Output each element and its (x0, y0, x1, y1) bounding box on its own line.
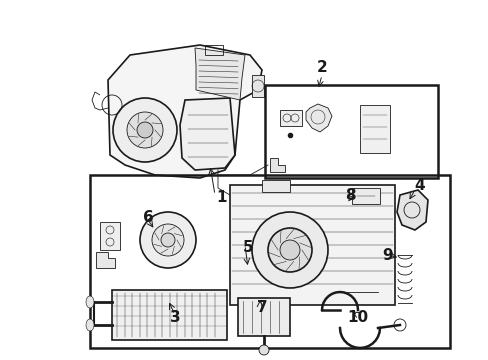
Text: 10: 10 (347, 310, 368, 325)
Polygon shape (305, 104, 331, 132)
Ellipse shape (86, 296, 94, 308)
Circle shape (251, 212, 327, 288)
Bar (251, 75, 264, 97)
Circle shape (267, 228, 311, 272)
Circle shape (113, 98, 177, 162)
Polygon shape (396, 190, 427, 230)
Text: 1: 1 (216, 190, 227, 206)
Bar (351, 188, 379, 204)
Text: 3: 3 (169, 310, 180, 325)
Bar (204, 45, 223, 55)
Polygon shape (180, 98, 235, 170)
Circle shape (152, 224, 183, 256)
Text: 4: 4 (414, 177, 425, 193)
Bar (90, 175, 449, 348)
Circle shape (137, 122, 153, 138)
Polygon shape (195, 48, 244, 100)
Ellipse shape (86, 319, 94, 331)
Bar (359, 105, 389, 153)
Bar (112, 290, 226, 340)
Text: 6: 6 (142, 211, 153, 225)
Text: 2: 2 (316, 60, 326, 76)
Bar (262, 180, 289, 192)
Polygon shape (269, 158, 285, 172)
Bar (229, 185, 394, 305)
Bar (280, 110, 302, 126)
Text: 7: 7 (256, 301, 267, 315)
Bar (100, 222, 120, 250)
Circle shape (127, 112, 163, 148)
Circle shape (280, 240, 299, 260)
Text: 8: 8 (344, 188, 355, 202)
Bar (264, 85, 437, 178)
Circle shape (161, 233, 175, 247)
Circle shape (140, 212, 196, 268)
Text: 5: 5 (242, 240, 253, 256)
Polygon shape (96, 252, 115, 268)
Polygon shape (108, 45, 262, 178)
Text: 9: 9 (382, 248, 392, 262)
Circle shape (259, 345, 268, 355)
Bar (238, 298, 289, 336)
